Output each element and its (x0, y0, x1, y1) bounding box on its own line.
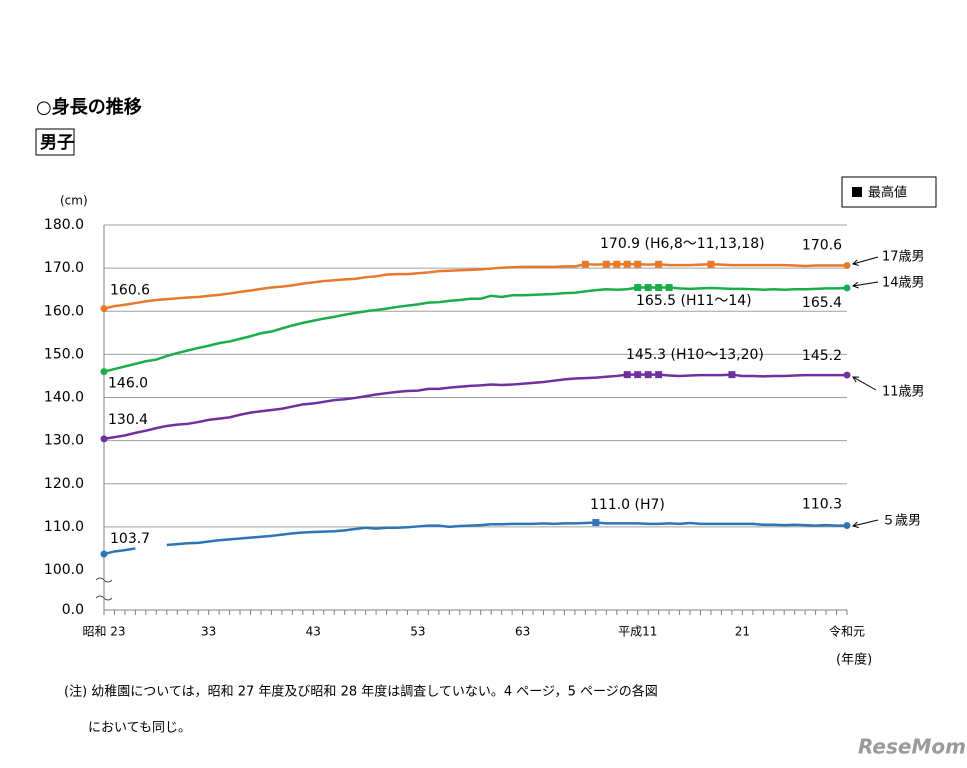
x-tick-label: 43 (306, 625, 321, 639)
series-line (103, 373, 847, 441)
x-tick-label: 昭和 23 (82, 625, 125, 639)
x-tick-label: 21 (735, 625, 750, 639)
series-line (103, 521, 847, 556)
end-point (843, 522, 851, 530)
chart-title: ○身長の推移 (36, 96, 142, 118)
name-arrowhead (852, 259, 859, 266)
y-tick-label: 150.0 (44, 346, 84, 362)
series-name: ５歳男 (882, 514, 921, 529)
max-marker (613, 260, 621, 268)
note: においても同じ。 (88, 721, 191, 736)
watermark: ReseMom (858, 735, 966, 759)
y-tick-label: 120.0 (44, 476, 84, 492)
max-marker (707, 260, 715, 268)
max-marker (581, 260, 589, 268)
x-tick-label: 平成11 (618, 625, 657, 639)
series-line (103, 262, 847, 310)
x-tick-label: 令和元 (829, 624, 865, 639)
max-marker (655, 371, 663, 379)
max-marker (644, 371, 652, 379)
end-point (100, 305, 108, 313)
end-point (843, 371, 851, 379)
max-marker (634, 284, 642, 292)
name-arrow (852, 376, 877, 391)
y-unit: (cm) (60, 194, 88, 208)
y-tick-label: 180.0 (44, 217, 84, 233)
value-label: 110.3 (802, 497, 842, 513)
legend-marker (852, 187, 862, 197)
max-marker (728, 371, 736, 379)
value-label: 165.4 (802, 295, 842, 311)
series-name: 11歳男 (882, 385, 925, 400)
y-tick-label: 100.0 (44, 562, 84, 578)
value-label: 146.0 (108, 376, 148, 392)
max-label: 145.3 (H10～13,20) (626, 347, 764, 363)
value-label: 160.6 (110, 283, 150, 299)
legend-label: 最高値 (868, 185, 907, 201)
y-tick-label: 140.0 (44, 390, 84, 406)
max-marker (602, 260, 610, 268)
name-arrowhead (851, 521, 859, 529)
y-tick-label: 0.0 (62, 602, 84, 618)
max-label: 111.0 (H7) (590, 497, 665, 513)
max-marker (623, 371, 631, 379)
name-arrowhead (852, 376, 860, 383)
end-point (100, 435, 108, 443)
name-arrow (852, 519, 879, 527)
value-label: 145.2 (802, 348, 842, 364)
series-name: 17歳男 (882, 250, 925, 265)
x-tick-label: 33 (201, 625, 216, 639)
max-marker (592, 519, 600, 527)
chart-subtitle: 男子 (40, 133, 74, 153)
max-marker (665, 284, 673, 292)
max-label: 165.5 (H11～14) (636, 293, 752, 309)
end-point (100, 550, 108, 558)
name-arrowhead (851, 281, 859, 289)
max-marker (644, 284, 652, 292)
end-point (843, 262, 851, 270)
y-tick-label: 160.0 (44, 303, 84, 319)
note: (注) 幼稚園については，昭和 27 年度及び昭和 28 年度は調査していない。… (64, 684, 658, 700)
name-arrow (852, 256, 879, 265)
y-tick-label: 130.0 (44, 433, 84, 449)
name-arrow (852, 281, 879, 287)
max-marker (623, 260, 631, 268)
y-tick-label: 110.0 (44, 519, 84, 535)
max-marker (655, 284, 663, 292)
value-label: 170.6 (802, 238, 842, 254)
x-tick-label: 63 (515, 625, 530, 639)
x-tick-label: 53 (410, 625, 425, 639)
end-point (843, 284, 851, 292)
value-label: 103.7 (110, 531, 150, 547)
end-point (100, 368, 108, 376)
subtitle-box (35, 128, 75, 156)
series-line (103, 286, 848, 373)
max-marker (655, 260, 663, 268)
series-name: 14歳男 (882, 276, 925, 291)
max-marker (634, 260, 642, 268)
value-label: 130.4 (108, 412, 148, 428)
y-tick-label: 170.0 (44, 260, 84, 276)
max-label: 170.9 (H6,8～11,13,18) (600, 236, 765, 252)
x-unit: (年度) (836, 652, 872, 668)
max-marker (634, 371, 642, 379)
